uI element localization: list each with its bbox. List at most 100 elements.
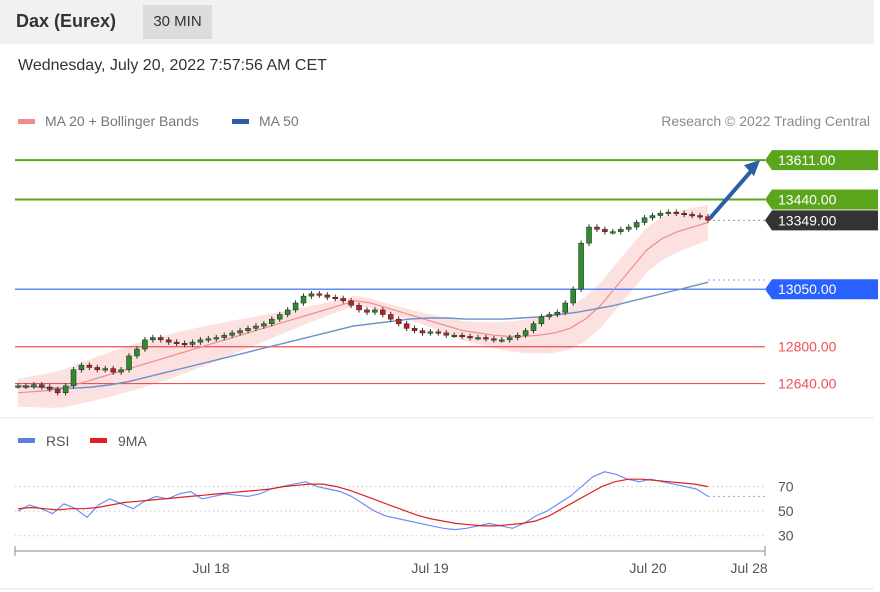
research-credit: Research © 2022 Trading Central [661, 113, 870, 129]
candle-body [388, 314, 394, 320]
candle-body [46, 386, 53, 390]
rsi-tick-label: 30 [778, 528, 794, 544]
x-tick-label: Jul 18 [192, 560, 230, 576]
candle-body [506, 337, 513, 341]
resistance-level-tag [765, 189, 878, 210]
bollinger-band [18, 204, 708, 408]
candle-body [649, 215, 656, 219]
candle-body [158, 337, 164, 341]
candle-body [633, 222, 640, 228]
candle-body [237, 330, 243, 334]
rsi-legend-label: 9MA [118, 433, 147, 449]
ma50-line [17, 281, 709, 389]
candle-body [284, 309, 291, 315]
candle-body [681, 213, 687, 216]
candle-body [673, 211, 680, 214]
rsi-tick-label: 70 [778, 479, 794, 495]
candle-body [118, 369, 124, 373]
pivot-level-label: 13050.00 [778, 281, 837, 297]
candle-body [102, 368, 108, 371]
candle-body [332, 297, 338, 300]
candle-body [546, 314, 553, 318]
candle-body [618, 229, 624, 232]
candle-body [54, 389, 61, 394]
candle-body [625, 226, 632, 230]
candle-body [78, 364, 85, 371]
candle-body [578, 242, 584, 290]
candle-body [665, 211, 672, 214]
rsi-tick-label: 50 [778, 503, 794, 519]
candle-body [62, 385, 69, 394]
ma20-label: MA 20 + Bollinger Bands [45, 113, 199, 129]
candle-body [316, 293, 323, 296]
timeframe-button[interactable]: 30 MIN [143, 5, 212, 39]
candle-body [348, 300, 354, 306]
ma50-label: MA 50 [259, 113, 299, 129]
support-level-label: 12640.00 [778, 376, 837, 392]
x-tick-label: Jul 28 [730, 560, 768, 576]
candle-body [522, 330, 529, 336]
candle-body [31, 384, 37, 387]
candle-body [586, 226, 592, 244]
candle-body [221, 334, 227, 338]
candle-body [562, 302, 568, 313]
candle-body [372, 309, 378, 313]
candle-body [594, 226, 600, 230]
candle-body [324, 294, 331, 298]
candle-body [253, 325, 259, 329]
resistance-level-tag [765, 150, 878, 171]
candle-body [689, 214, 695, 217]
candle-body [261, 323, 267, 327]
candle-body [380, 309, 386, 315]
candle-body [419, 330, 426, 334]
ma20-swatch [18, 118, 35, 124]
candle-body [181, 343, 188, 346]
last-level-tag [765, 210, 878, 231]
candle-body [15, 385, 21, 388]
last-level-label: 13349.00 [778, 212, 837, 228]
candle-body [411, 328, 418, 331]
candle-body [657, 213, 664, 216]
candle-body [483, 337, 489, 340]
candle-body [443, 332, 450, 336]
rsi-legend-swatch [18, 438, 35, 443]
candle-body [269, 318, 275, 324]
candle-body [134, 348, 140, 357]
candle-body [491, 338, 497, 341]
candle-body [427, 331, 434, 334]
forecast-arrow-head [744, 160, 760, 177]
candle-body [197, 339, 204, 343]
legend-ma20-bollinger: MA 20 + Bollinger Bands [18, 113, 199, 129]
x-tick-label: Jul 19 [411, 560, 449, 576]
candle-body [213, 337, 220, 340]
candle-body [70, 369, 77, 387]
candle-body [499, 339, 505, 342]
candle-body [602, 229, 608, 232]
support-level-label: 12800.00 [778, 339, 837, 355]
candle-body [340, 298, 346, 301]
candle-body [554, 311, 561, 315]
candle-body [173, 341, 180, 344]
candle-body [292, 302, 299, 311]
candle-body [514, 334, 521, 338]
candle-body [610, 231, 616, 234]
forecast-arrow-line [708, 168, 754, 220]
candle-body [86, 364, 93, 368]
candle-body [110, 368, 116, 373]
resistance-level-label: 13611.00 [778, 152, 836, 168]
instrument-title: Dax (Eurex) [16, 11, 117, 31]
candle-body [459, 334, 465, 337]
pivot-level-tag [765, 279, 878, 300]
candle-body [165, 339, 172, 343]
rsi-legend-swatch [90, 438, 107, 443]
candle-body [229, 332, 235, 336]
ma20-line [17, 221, 709, 394]
candle-body [308, 293, 315, 297]
rsi-legend-label: RSI [46, 433, 69, 449]
ma50-swatch [232, 118, 249, 124]
header-bar: Dax (Eurex) 30 MIN [0, 0, 874, 44]
candle-body [300, 295, 307, 304]
candle-body [395, 318, 402, 324]
candle-body [150, 337, 156, 341]
